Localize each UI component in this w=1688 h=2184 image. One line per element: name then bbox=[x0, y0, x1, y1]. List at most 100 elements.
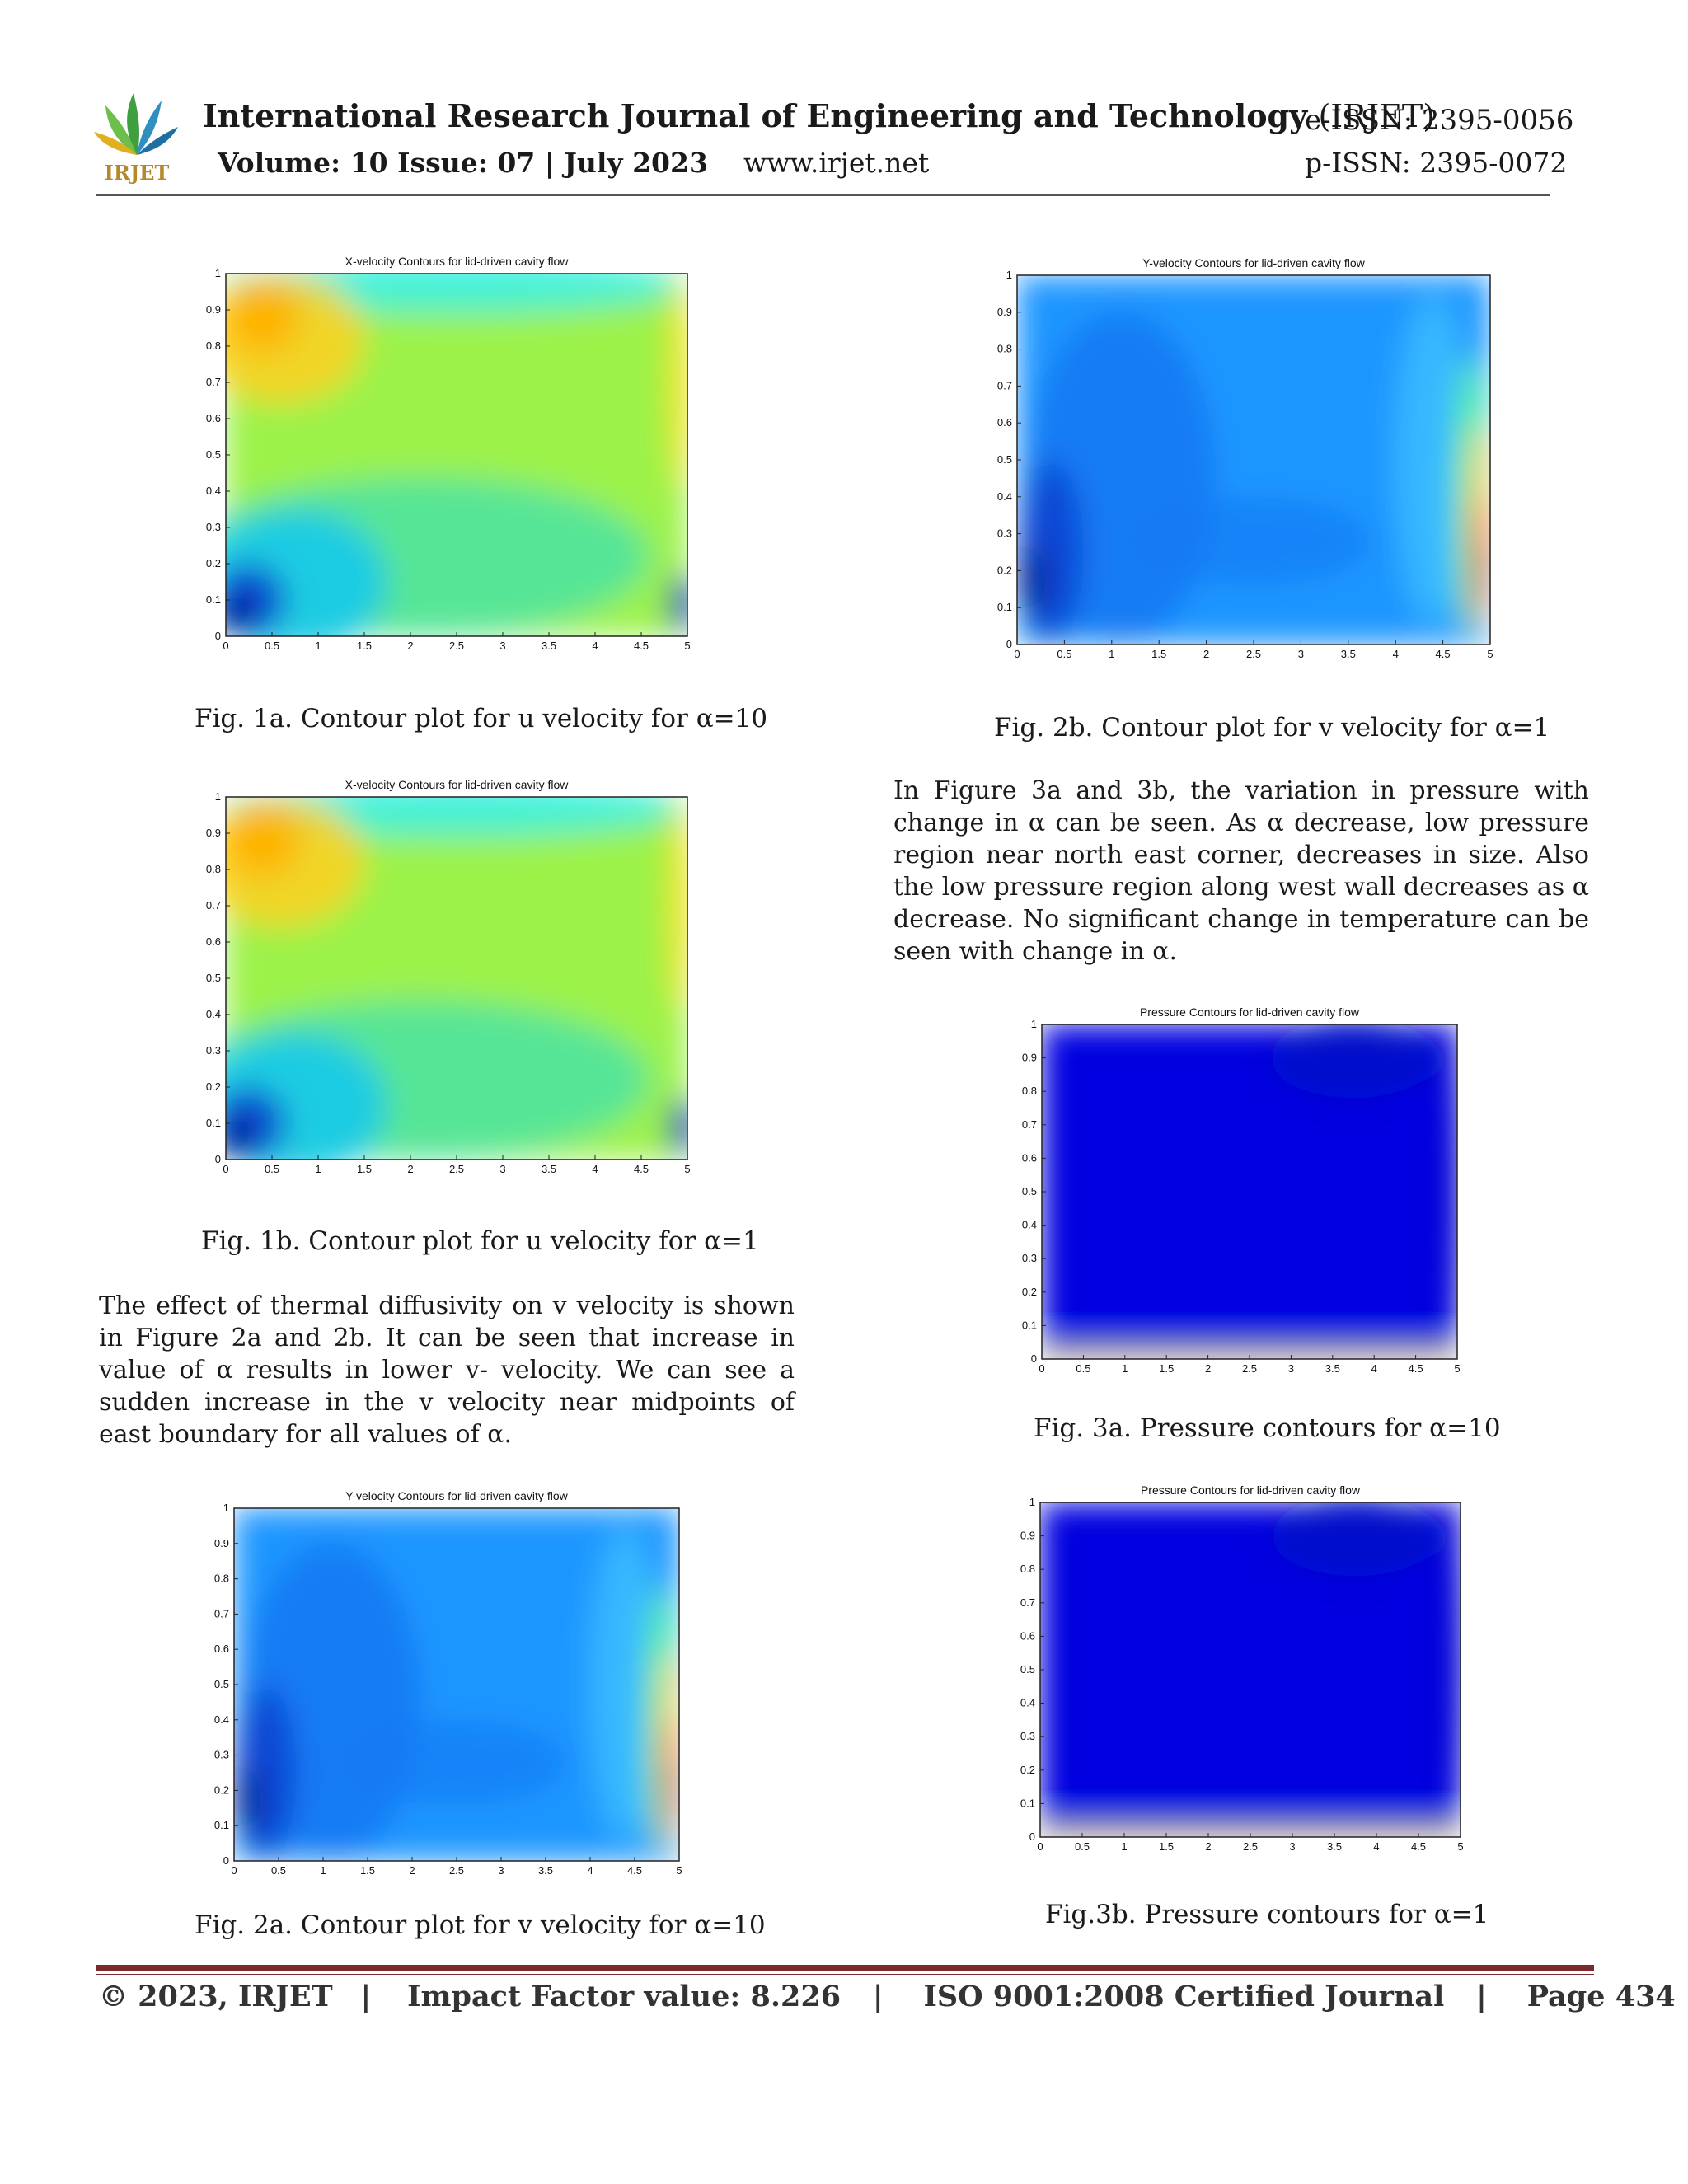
y-tick-label: 0.4 bbox=[206, 485, 221, 497]
chart-title: Pressure Contours for lid-driven cavity … bbox=[1140, 1005, 1360, 1019]
x-tick-label: 2 bbox=[407, 640, 413, 652]
x-tick-label: 3 bbox=[1298, 648, 1304, 660]
chart-title: Y-velocity Contours for lid-driven cavit… bbox=[345, 1489, 568, 1502]
x-tick-label: 2 bbox=[1203, 648, 1209, 660]
y-tick-label: 0.2 bbox=[1020, 1764, 1035, 1776]
eissn: e-ISSN: 2395-0056 bbox=[1305, 104, 1574, 137]
y-tick-label: 0.2 bbox=[997, 564, 1012, 576]
y-tick-label: 0.8 bbox=[214, 1572, 229, 1585]
figure-3b: Pressure Contours for lid-driven cavity … bbox=[1004, 1479, 1482, 1858]
x-tick-label: 1 bbox=[315, 640, 321, 652]
chart-title: X-velocity Contours for lid-driven cavit… bbox=[345, 778, 570, 791]
x-tick-label: 4 bbox=[592, 640, 598, 652]
x-tick-label: 5 bbox=[1454, 1362, 1460, 1372]
figure-3a: Pressure Contours for lid-driven cavity … bbox=[1006, 1001, 1484, 1372]
figure-1a-caption: Fig. 1a. Contour plot for u velocity for… bbox=[195, 704, 768, 733]
contour-field bbox=[226, 797, 687, 1160]
y-tick-label: 0.5 bbox=[214, 1678, 229, 1690]
footer-divider-thin bbox=[96, 1974, 1594, 1975]
figure-3b-caption: Fig.3b. Pressure contours for α=1 bbox=[1045, 1900, 1489, 1929]
fig3b-chart: Pressure Contours for lid-driven cavity … bbox=[1020, 1483, 1464, 1853]
x-tick-label: 5 bbox=[684, 640, 690, 652]
x-tick-label: 4.5 bbox=[627, 1864, 642, 1877]
y-tick-label: 0.2 bbox=[1022, 1286, 1037, 1298]
y-tick-label: 1 bbox=[1031, 1018, 1037, 1030]
y-tick-label: 0.7 bbox=[206, 376, 221, 388]
y-tick-label: 0.6 bbox=[997, 416, 1012, 429]
x-tick-label: 2.5 bbox=[449, 1864, 464, 1877]
x-tick-label: 2 bbox=[409, 1864, 415, 1877]
x-tick-label: 4.5 bbox=[1411, 1840, 1426, 1853]
y-tick-label: 0 bbox=[1029, 1830, 1035, 1843]
footer-separator: | bbox=[360, 1980, 372, 2013]
y-tick-label: 0.5 bbox=[206, 448, 221, 461]
x-tick-label: 1.5 bbox=[360, 1864, 375, 1877]
fig1a-chart: X-velocity Contours for lid-driven cavit… bbox=[206, 255, 691, 652]
x-tick-label: 4 bbox=[592, 1163, 598, 1175]
x-tick-label: 4.5 bbox=[1436, 648, 1451, 660]
y-tick-label: 0.1 bbox=[997, 601, 1012, 613]
x-tick-label: 1.5 bbox=[1159, 1362, 1174, 1372]
x-tick-label: 0 bbox=[223, 1163, 228, 1175]
website-link[interactable]: www.irjet.net bbox=[743, 147, 930, 179]
x-tick-label: 3 bbox=[1288, 1362, 1294, 1372]
x-tick-label: 1 bbox=[1121, 1840, 1127, 1853]
y-tick-label: 0.2 bbox=[206, 557, 221, 569]
chart-title: X-velocity Contours for lid-driven cavit… bbox=[345, 255, 570, 268]
x-tick-label: 1 bbox=[320, 1864, 326, 1877]
y-tick-label: 0.3 bbox=[214, 1749, 229, 1761]
y-tick-label: 0 bbox=[215, 1153, 221, 1165]
y-tick-label: 0 bbox=[1031, 1352, 1037, 1365]
fig3a-chart: Pressure Contours for lid-driven cavity … bbox=[1022, 1005, 1461, 1372]
y-tick-label: 0.4 bbox=[214, 1713, 229, 1726]
contour-field bbox=[226, 274, 687, 636]
y-tick-label: 0.5 bbox=[206, 972, 221, 984]
y-tick-label: 0 bbox=[223, 1854, 229, 1867]
figure-1a: X-velocity Contours for lid-driven cavit… bbox=[190, 247, 701, 659]
x-tick-label: 5 bbox=[684, 1163, 690, 1175]
figure-3a-caption: Fig. 3a. Pressure contours for α=10 bbox=[1034, 1413, 1501, 1443]
y-tick-label: 0.2 bbox=[214, 1783, 229, 1796]
volume-issue: Volume: 10 Issue: 07 | July 2023 bbox=[218, 147, 708, 179]
y-tick-label: 0.9 bbox=[1020, 1530, 1035, 1542]
y-tick-label: 0.4 bbox=[206, 1008, 221, 1020]
y-tick-label: 0.4 bbox=[1022, 1219, 1037, 1231]
x-tick-label: 3.5 bbox=[1327, 1840, 1342, 1853]
x-tick-label: 3.5 bbox=[1325, 1362, 1340, 1372]
y-tick-label: 0.9 bbox=[206, 303, 221, 316]
x-tick-label: 4.5 bbox=[634, 640, 649, 652]
x-tick-label: 3.5 bbox=[538, 1864, 553, 1877]
footer-iso: ISO 9001:2008 Certified Journal bbox=[923, 1980, 1445, 2013]
x-tick-label: 1.5 bbox=[1159, 1840, 1174, 1853]
x-tick-label: 0.5 bbox=[1075, 1840, 1090, 1853]
x-tick-label: 0 bbox=[223, 640, 228, 652]
x-tick-label: 4 bbox=[1393, 648, 1399, 660]
x-tick-label: 3 bbox=[499, 640, 505, 652]
x-tick-label: 4 bbox=[587, 1864, 593, 1877]
y-tick-label: 0.6 bbox=[1022, 1151, 1037, 1164]
journal-abbr: (IRJET) bbox=[1318, 98, 1436, 134]
y-tick-label: 0.9 bbox=[997, 306, 1012, 318]
x-tick-label: 2.5 bbox=[449, 1163, 464, 1175]
y-tick-label: 0.9 bbox=[214, 1537, 229, 1549]
journal-title: International Research Journal of Engine… bbox=[203, 97, 1435, 134]
y-tick-label: 0.4 bbox=[997, 490, 1012, 503]
y-tick-label: 0.3 bbox=[1020, 1730, 1035, 1742]
y-tick-label: 0.8 bbox=[1022, 1085, 1037, 1097]
x-tick-label: 2 bbox=[407, 1163, 413, 1175]
y-tick-label: 0.9 bbox=[206, 827, 221, 839]
y-tick-label: 0.2 bbox=[206, 1080, 221, 1093]
y-tick-label: 0 bbox=[215, 630, 221, 642]
footer-page-number: Page 434 bbox=[1526, 1980, 1676, 2013]
y-tick-label: 0.3 bbox=[206, 1044, 221, 1057]
y-tick-label: 0.1 bbox=[1020, 1797, 1035, 1809]
x-tick-label: 2.5 bbox=[449, 640, 464, 652]
y-tick-label: 0.6 bbox=[206, 935, 221, 948]
x-tick-label: 0.5 bbox=[271, 1864, 286, 1877]
x-tick-label: 2 bbox=[1205, 1362, 1211, 1372]
x-tick-label: 4 bbox=[1372, 1362, 1377, 1372]
paragraph-pressure: In Figure 3a and 3b, the variation in pr… bbox=[893, 776, 1589, 966]
x-tick-label: 0.5 bbox=[1057, 648, 1071, 660]
footer-impact-factor: Impact Factor value: 8.226 bbox=[407, 1980, 842, 2013]
header-divider bbox=[96, 194, 1550, 196]
